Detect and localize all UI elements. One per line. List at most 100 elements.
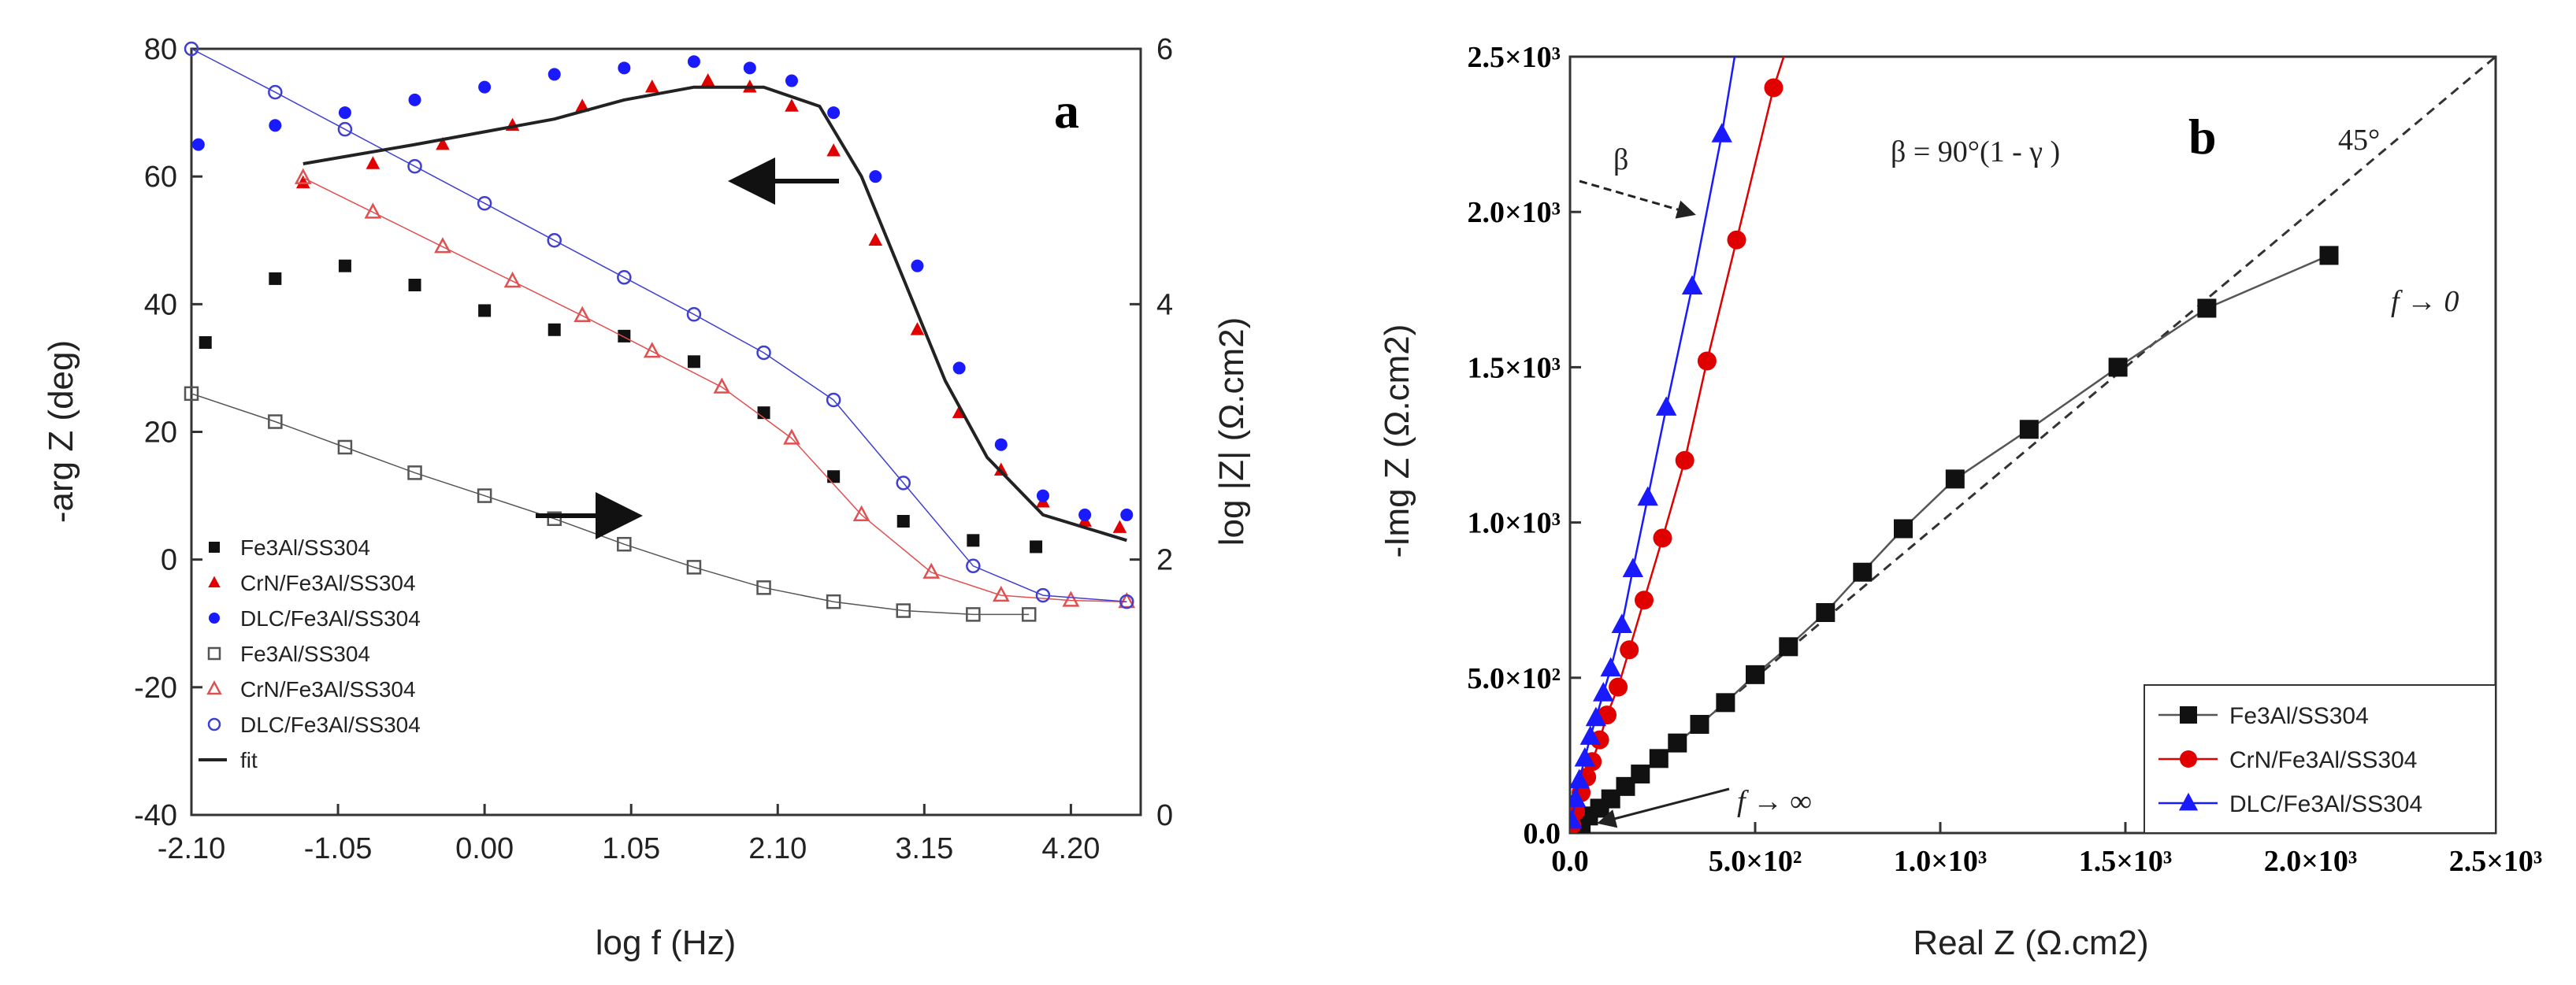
panel-a-point-series-2	[1078, 508, 1092, 521]
panel-b-point-series-0	[1668, 733, 1687, 753]
panel-a-point-series-0	[967, 534, 980, 547]
panel-a-right-y-tick-label: 0	[1156, 799, 1173, 832]
panel-a-point-series-1	[785, 98, 799, 112]
panel-b-point-series-1	[1620, 640, 1639, 660]
panel-a-point-series-2	[338, 106, 351, 120]
panel-b-point-series-0	[1601, 789, 1620, 809]
panel-a-left-y-tick-label: 0	[161, 544, 177, 577]
panel-a-point-series-5	[896, 476, 911, 491]
panel-b-point-series-0	[1649, 749, 1668, 768]
panel-a-point-series-3	[826, 594, 841, 609]
panel-a-legend-label: Fe3Al/SS304	[240, 535, 370, 560]
panel-b-point-series-2	[1611, 613, 1632, 633]
panel-b-point-series-1	[1653, 528, 1672, 548]
panel-a-point-series-0	[618, 329, 631, 343]
panel-a-x-tick-label: 1.05	[602, 832, 660, 865]
panel-b-label: b	[2188, 109, 2217, 165]
panel-b-point-series-1	[1697, 351, 1717, 371]
panel-b-x-ticks: 0.0 5.0×10² 1.0×10³ 1.5×10³ 2.0×10³ 2.5×10³	[1551, 822, 2542, 878]
panel-a-point-series-4	[294, 168, 312, 184]
panel-b-point-series-1	[1675, 450, 1694, 470]
panel-a-series-line-3	[191, 393, 1030, 616]
panel-a-point-series-2	[952, 361, 966, 375]
panel-b-legend-label: Fe3Al/SS304	[2229, 703, 2369, 729]
panel-a-point-series-3	[268, 414, 283, 429]
panel-b-y-axis-label: -Img Z (Ω.cm2)	[1378, 324, 1416, 558]
panel-b-legend: Fe3Al/SS304 CrN/Fe3Al/SS304 DLC/Fe3Al/SS30…	[2144, 684, 2496, 834]
panel-b-45-degree-reference-line	[1569, 55, 2496, 835]
panel-b-x-tick-label: 1.0×10³	[1894, 845, 1988, 878]
panel-b-y-tick-label: 2.5×10³	[1467, 41, 1561, 74]
panel-b-series-line-1	[1571, 57, 1785, 826]
panel-b-point-series-1	[1635, 591, 1654, 610]
panel-a-point-series-1	[436, 137, 450, 150]
panel-b-point-series-0	[2197, 298, 2217, 318]
panel-b-point-series-0	[1746, 665, 1765, 684]
panel-a-point-series-5	[756, 345, 771, 361]
panel-b-beta-arrow	[1579, 180, 1696, 219]
panel-b-chart: 0.0 5.0×10² 1.0×10³ 1.5×10³ 2.0×10³ 2.5×10³ 0…	[1378, 41, 2542, 962]
panel-a-point-series-1	[644, 80, 659, 93]
panel-a-point-series-3	[184, 386, 199, 402]
panel-a-legend-swatch	[209, 613, 220, 624]
panel-a-legend-label: CrN/Fe3Al/SS304	[240, 677, 416, 702]
panel-a-right-y-axis-label: log |Z| (Ω.cm2)	[1212, 317, 1251, 546]
panel-a-point-series-2	[687, 55, 700, 69]
panel-a-point-series-5	[477, 195, 492, 211]
panel-a-left-y-tick-label: 20	[144, 417, 177, 450]
panel-b-point-series-0	[2019, 420, 2039, 439]
panel-b-point-series-2	[1656, 396, 1677, 416]
panel-a-point-series-0	[199, 335, 212, 349]
panel-b-y-ticks: 0.0 5.0×10² 1.0×10³ 1.5×10³ 2.0×10³ 2.5×10³	[1467, 41, 1581, 850]
panel-b-x-tick-label: 1.5×10³	[2079, 845, 2173, 878]
panel-a-point-series-2	[869, 170, 882, 183]
panel-a-point-series-1	[910, 322, 925, 335]
panel-a-point-series-2	[269, 119, 282, 132]
panel-a-point-series-4	[713, 377, 731, 394]
panel-a-point-series-2	[1120, 508, 1134, 521]
panel-a-point-series-5	[1035, 587, 1051, 603]
panel-a-legend-label: DLC/Fe3Al/SS304	[240, 713, 421, 737]
panel-a-point-series-2	[478, 80, 492, 94]
panel-a-label: a	[1054, 83, 1079, 139]
panel-a-point-series-3	[477, 488, 492, 503]
panel-a-right-y-tick-label: 6	[1156, 33, 1173, 66]
panel-a-point-series-5	[826, 392, 841, 408]
panel-a-left-y-tick-label: 80	[144, 33, 177, 66]
panel-a-x-ticks: -2.10 -1.05 0.00 1.05 2.10 3.15 4.20	[158, 804, 1100, 865]
panel-a-legend-swatch	[207, 646, 221, 661]
panel-b-y-tick-label: 1.5×10³	[1467, 351, 1561, 384]
panel-a-point-series-3	[547, 511, 562, 527]
panel-a-point-series-1	[1112, 520, 1127, 533]
panel-b-point-series-1	[1764, 78, 1784, 98]
panel-a-point-series-1	[868, 232, 883, 246]
panel-a-point-series-4	[1062, 591, 1080, 607]
panel-b-legend-swatch	[2180, 750, 2197, 768]
panel-a-legend-label: DLC/Fe3Al/SS304	[240, 606, 421, 631]
panel-a-legend-label: fit	[240, 748, 258, 772]
panel-a-point-series-2	[191, 138, 205, 151]
panel-a-point-series-1	[700, 72, 715, 87]
panel-a-x-tick-label: -2.10	[158, 832, 226, 865]
panel-a-series-line-5	[191, 48, 1127, 602]
panel-a-x-tick-label: 4.20	[1041, 832, 1100, 865]
panel-a-point-series-3	[966, 607, 981, 622]
panel-a-point-series-2	[785, 74, 798, 87]
panel-b-legend-label: CrN/Fe3Al/SS304	[2229, 747, 2417, 773]
panel-a-point-series-5	[547, 233, 562, 248]
panel-a-legend-swatch	[208, 576, 221, 587]
panel-b-legend-swatch	[2178, 792, 2199, 811]
panel-b-beta-formula: β = 90°(1 - γ )	[1891, 135, 2060, 168]
panel-a-left-y-tick-label: -40	[134, 799, 177, 832]
panel-a-left-y-tick-label: -20	[134, 672, 177, 705]
panel-a-left-y-axis-label: -arg Z (deg)	[42, 340, 80, 523]
panel-a-point-series-1	[366, 156, 380, 169]
panel-b-low-frequency-label: f → 0	[2391, 285, 2459, 318]
panel-b-beta-label: β	[1613, 143, 1628, 176]
panel-b-point-series-0	[1690, 714, 1709, 734]
panel-b-point-series-2	[1585, 706, 1607, 727]
panel-a-point-series-2	[618, 61, 631, 75]
panel-a-point-series-4	[783, 428, 800, 445]
panel-b-point-series-2	[1579, 725, 1602, 745]
panel-b-y-tick-label: 1.0×10³	[1467, 507, 1561, 540]
